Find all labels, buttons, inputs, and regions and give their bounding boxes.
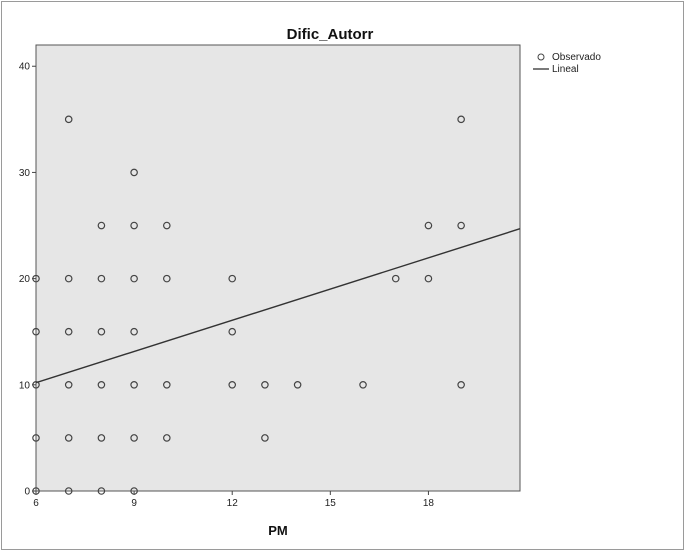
y-tick-label-2: 20 bbox=[19, 274, 31, 285]
legend-marker-observado bbox=[537, 53, 545, 61]
legend-label-lineal: Lineal bbox=[552, 64, 579, 75]
data-point-21 bbox=[130, 274, 138, 283]
data-point-20 bbox=[130, 327, 138, 336]
data-point-34 bbox=[359, 381, 367, 389]
data-point-17 bbox=[130, 487, 138, 495]
data-point-19 bbox=[130, 381, 138, 389]
data-point-26 bbox=[163, 274, 171, 283]
data-point-37 bbox=[424, 221, 433, 230]
plot-area bbox=[35, 44, 521, 492]
data-point-39 bbox=[457, 221, 465, 230]
data-point-4 bbox=[32, 274, 40, 283]
data-point-16 bbox=[97, 221, 106, 230]
data-point-12 bbox=[97, 434, 106, 442]
x-axis-ticks: 6 9 12 15 18 bbox=[33, 491, 434, 509]
legend-label-observado: Observado bbox=[552, 52, 601, 63]
y-tick-label-1: 10 bbox=[19, 380, 31, 391]
data-point-14 bbox=[97, 327, 106, 336]
data-point-36 bbox=[424, 274, 433, 283]
x-tick-label-4: 18 bbox=[423, 498, 435, 509]
data-point-31 bbox=[261, 434, 269, 442]
fit-line bbox=[35, 228, 521, 384]
data-point-3 bbox=[32, 327, 40, 336]
data-point-27 bbox=[163, 221, 171, 230]
data-point-33 bbox=[293, 381, 302, 389]
data-point-24 bbox=[163, 434, 171, 442]
x-tick-label-2: 12 bbox=[227, 498, 239, 509]
y-axis-ticks: 0 10 20 30 40 bbox=[19, 62, 36, 498]
data-point-7 bbox=[64, 381, 73, 389]
data-point-32 bbox=[261, 381, 269, 389]
data-point-2 bbox=[32, 381, 40, 389]
x-axis-title: PM bbox=[268, 523, 288, 538]
data-point-30 bbox=[228, 274, 237, 283]
data-point-28 bbox=[228, 381, 237, 389]
data-point-25 bbox=[163, 381, 171, 389]
y-tick-label-3: 30 bbox=[19, 168, 31, 179]
data-point-35 bbox=[391, 274, 400, 283]
data-point-13 bbox=[97, 381, 106, 389]
x-tick-label-0: 6 bbox=[33, 498, 39, 509]
data-point-38 bbox=[457, 381, 465, 389]
data-point-6 bbox=[64, 434, 73, 442]
y-tick-label-0: 0 bbox=[24, 487, 30, 498]
data-point-23 bbox=[130, 168, 138, 177]
data-point-40 bbox=[457, 115, 465, 124]
data-point-10 bbox=[64, 115, 73, 124]
fit-line-layer bbox=[35, 228, 521, 384]
data-point-11 bbox=[97, 487, 106, 495]
data-point-5 bbox=[64, 487, 73, 495]
data-point-1 bbox=[32, 434, 40, 442]
data-point-8 bbox=[64, 327, 73, 336]
legend: Observado Lineal bbox=[533, 52, 601, 75]
data-point-18 bbox=[130, 434, 138, 442]
x-tick-label-1: 9 bbox=[131, 498, 137, 509]
chart-title: Dific_Autorr bbox=[287, 26, 374, 43]
data-point-15 bbox=[97, 274, 106, 283]
data-point-0 bbox=[32, 487, 40, 495]
data-point-9 bbox=[64, 274, 73, 283]
x-tick-label-3: 15 bbox=[325, 498, 337, 509]
y-tick-label-4: 40 bbox=[19, 62, 31, 73]
data-point-22 bbox=[130, 221, 138, 230]
data-point-29 bbox=[228, 327, 237, 336]
observed-points bbox=[32, 115, 465, 495]
